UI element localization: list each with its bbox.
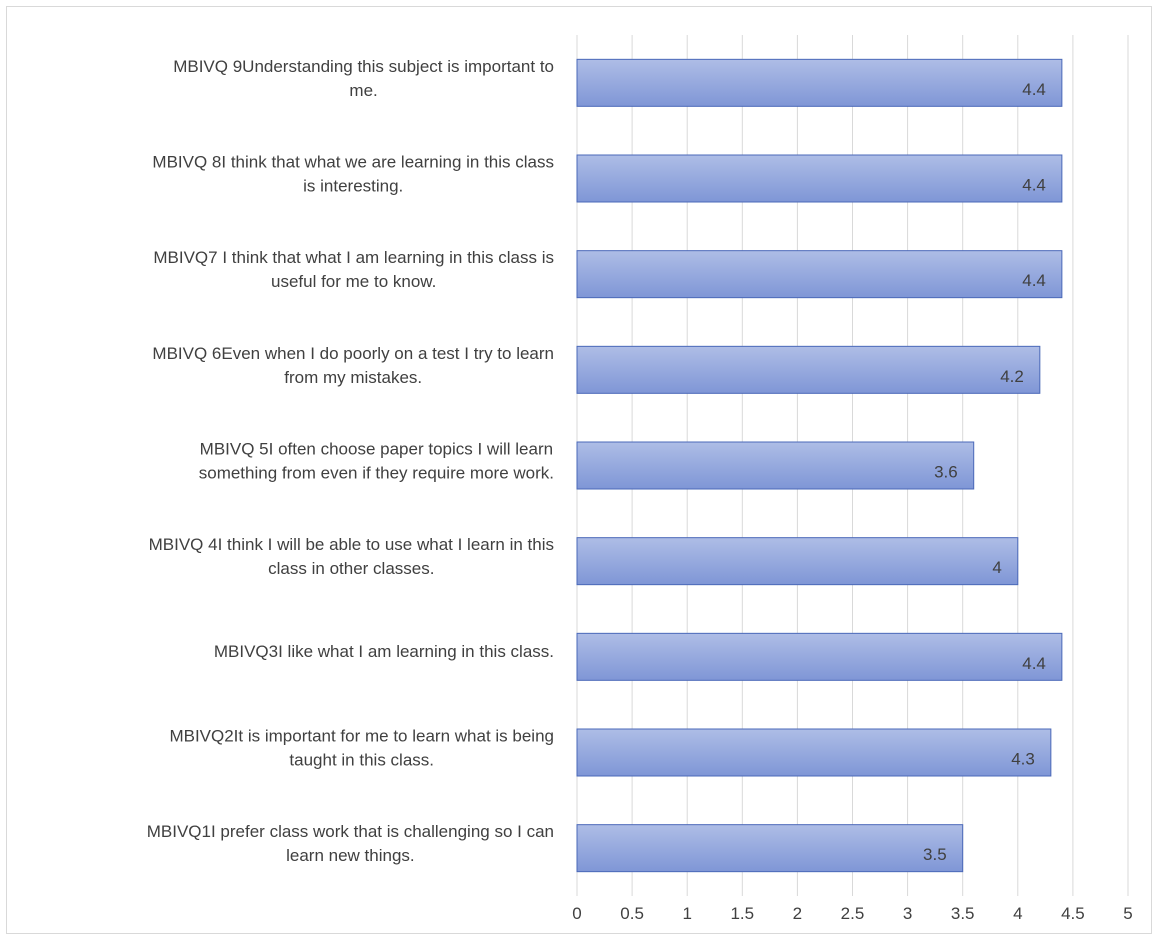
x-axis-ticks: 0 0.5 1 1.5 2 2.5 3 3.5 4 4.5 5	[572, 904, 1132, 923]
x-tick-label: 3	[903, 904, 912, 923]
data-label: 4.4	[1022, 176, 1046, 195]
data-label: 4	[992, 558, 1001, 577]
data-label: 4.4	[1022, 80, 1046, 99]
bars: 4.4 4.4 4.4 4.2 3.6 4 4.4 4.3 3.5	[576, 58, 1063, 873]
category-label-line: from my mistakes.	[284, 368, 422, 387]
x-tick-label: 0	[572, 904, 581, 923]
x-tick-label: 1	[682, 904, 691, 923]
data-label: 4.3	[1011, 750, 1035, 769]
category-labels: MBIVQ 9Understanding this subject is imp…	[147, 57, 554, 865]
category-label-line: MBIVQ 8I think that what we are learning…	[152, 153, 554, 172]
x-tick-label: 3.5	[951, 904, 975, 923]
x-tick-label: 4.5	[1061, 904, 1085, 923]
bar	[576, 441, 975, 490]
bar	[576, 824, 964, 873]
category-label-line: is interesting.	[303, 177, 403, 196]
category-label-line: useful for me to know.	[271, 272, 436, 291]
data-label: 4.4	[1022, 654, 1046, 673]
category-label: MBIVQ 4I think I will be able to use wha…	[149, 535, 554, 578]
x-tick-label: 0.5	[620, 904, 644, 923]
category-label: MBIVQ2It is important for me to learn wh…	[169, 727, 554, 770]
category-label-line: MBIVQ2It is important for me to learn wh…	[169, 727, 554, 746]
category-label: MBIVQ 6Even when I do poorly on a test I…	[152, 344, 554, 387]
bar	[576, 632, 1063, 681]
category-label-line: MBIVQ 9Understanding this subject is imp…	[173, 57, 554, 76]
x-tick-label: 4	[1013, 904, 1022, 923]
data-label: 4.4	[1022, 271, 1046, 290]
category-label: MBIVQ 5I often choose paper topics I wil…	[199, 440, 554, 483]
category-label-line: MBIVQ 4I think I will be able to use wha…	[149, 535, 554, 554]
category-label: MBIVQ3I like what I am learning in this …	[214, 642, 554, 661]
data-label: 3.6	[934, 463, 958, 482]
category-label-line: MBIVQ1I prefer class work that is challe…	[147, 822, 554, 841]
bar	[576, 58, 1063, 107]
x-tick-label: 2	[793, 904, 802, 923]
x-tick-label: 5	[1123, 904, 1132, 923]
x-tick-label: 2.5	[841, 904, 865, 923]
category-label-line: MBIVQ3I like what I am learning in this …	[214, 642, 554, 661]
category-label-line: MBIVQ7 I think that what I am learning i…	[153, 248, 554, 267]
bar	[576, 537, 1019, 586]
data-label: 3.5	[923, 845, 947, 864]
category-label-line: me.	[349, 81, 377, 100]
bar	[576, 345, 1041, 394]
category-label-line: taught in this class.	[289, 751, 434, 770]
data-label: 4.2	[1000, 367, 1024, 386]
bar	[576, 154, 1063, 203]
category-label: MBIVQ7 I think that what I am learning i…	[153, 248, 554, 291]
category-label: MBIVQ 9Understanding this subject is imp…	[173, 57, 554, 100]
category-label-line: something from even if they require more…	[199, 464, 554, 483]
x-tick-label: 1.5	[730, 904, 754, 923]
category-label-line: MBIVQ 5I often choose paper topics I wil…	[200, 440, 553, 459]
category-label-line: MBIVQ 6Even when I do poorly on a test I…	[152, 344, 554, 363]
category-label-line: learn new things.	[286, 846, 415, 865]
bar	[576, 250, 1063, 299]
category-label: MBIVQ 8I think that what we are learning…	[152, 153, 554, 196]
category-label: MBIVQ1I prefer class work that is challe…	[147, 822, 554, 865]
category-label-line: class in other classes.	[268, 559, 434, 578]
bar	[576, 728, 1052, 777]
